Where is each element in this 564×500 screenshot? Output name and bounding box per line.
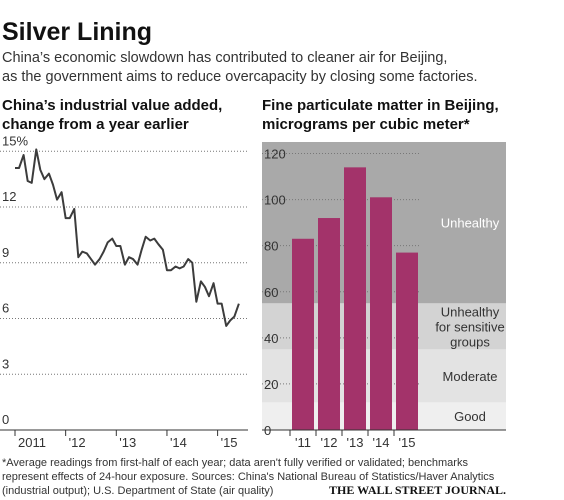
footnote: represent effects of 24-hour exposure. S…	[2, 471, 495, 483]
chart-title: micrograms per cubic meter*	[262, 116, 470, 133]
bar	[292, 238, 314, 430]
bar	[370, 197, 392, 430]
footnote: *Average readings from first-half of eac…	[2, 457, 468, 469]
bar	[344, 167, 366, 430]
chart-title: change from a year earlier	[2, 116, 189, 133]
source: THE WALL STREET JOURNAL.	[329, 483, 506, 497]
bar	[318, 218, 340, 430]
x-tick-label: '14	[170, 435, 187, 450]
band-label: Unhealthy	[441, 304, 500, 319]
y-tick-label: 12	[2, 189, 16, 204]
y-tick-label: 6	[2, 301, 9, 316]
y-tick-label: 15%	[2, 133, 28, 148]
y-tick-label: 100	[264, 193, 286, 208]
y-tick-label: 0	[2, 412, 9, 427]
subtitle: as the government aims to reduce overcap…	[2, 69, 478, 85]
x-tick-label: '15	[221, 435, 238, 450]
x-tick-label: 2011	[18, 435, 46, 450]
band-label: Unhealthy	[441, 216, 500, 231]
band-label: Moderate	[443, 369, 498, 384]
subtitle: China’s economic slowdown has contribute…	[2, 50, 447, 66]
y-tick-label: 80	[264, 239, 278, 254]
footnote: (industrial output); U.S. Department of …	[2, 485, 273, 497]
band-label: groups	[450, 334, 490, 349]
chart-title: China’s industrial value added,	[2, 97, 222, 114]
x-tick-label: '14	[373, 435, 390, 450]
chart-title: Fine particulate matter in Beijing,	[262, 97, 499, 114]
x-tick-label: '15	[399, 435, 416, 450]
y-tick-label: 3	[2, 356, 9, 371]
y-tick-label: 20	[264, 377, 278, 392]
x-tick-label: '11	[295, 435, 311, 450]
y-tick-label: 9	[2, 245, 9, 260]
x-tick-label: '12	[69, 435, 86, 450]
bar	[396, 252, 418, 430]
data-line	[15, 148, 240, 327]
main-title: Silver Lining	[2, 18, 152, 46]
band-label: Good	[454, 409, 486, 424]
x-tick-label: '13	[119, 435, 136, 450]
band-label: for sensitive	[435, 319, 504, 334]
y-tick-label: 60	[264, 285, 278, 300]
y-tick-label: 40	[264, 331, 278, 346]
x-tick-label: '13	[347, 435, 364, 450]
y-tick-label: 120	[264, 147, 286, 162]
x-tick-label: '12	[321, 435, 338, 450]
